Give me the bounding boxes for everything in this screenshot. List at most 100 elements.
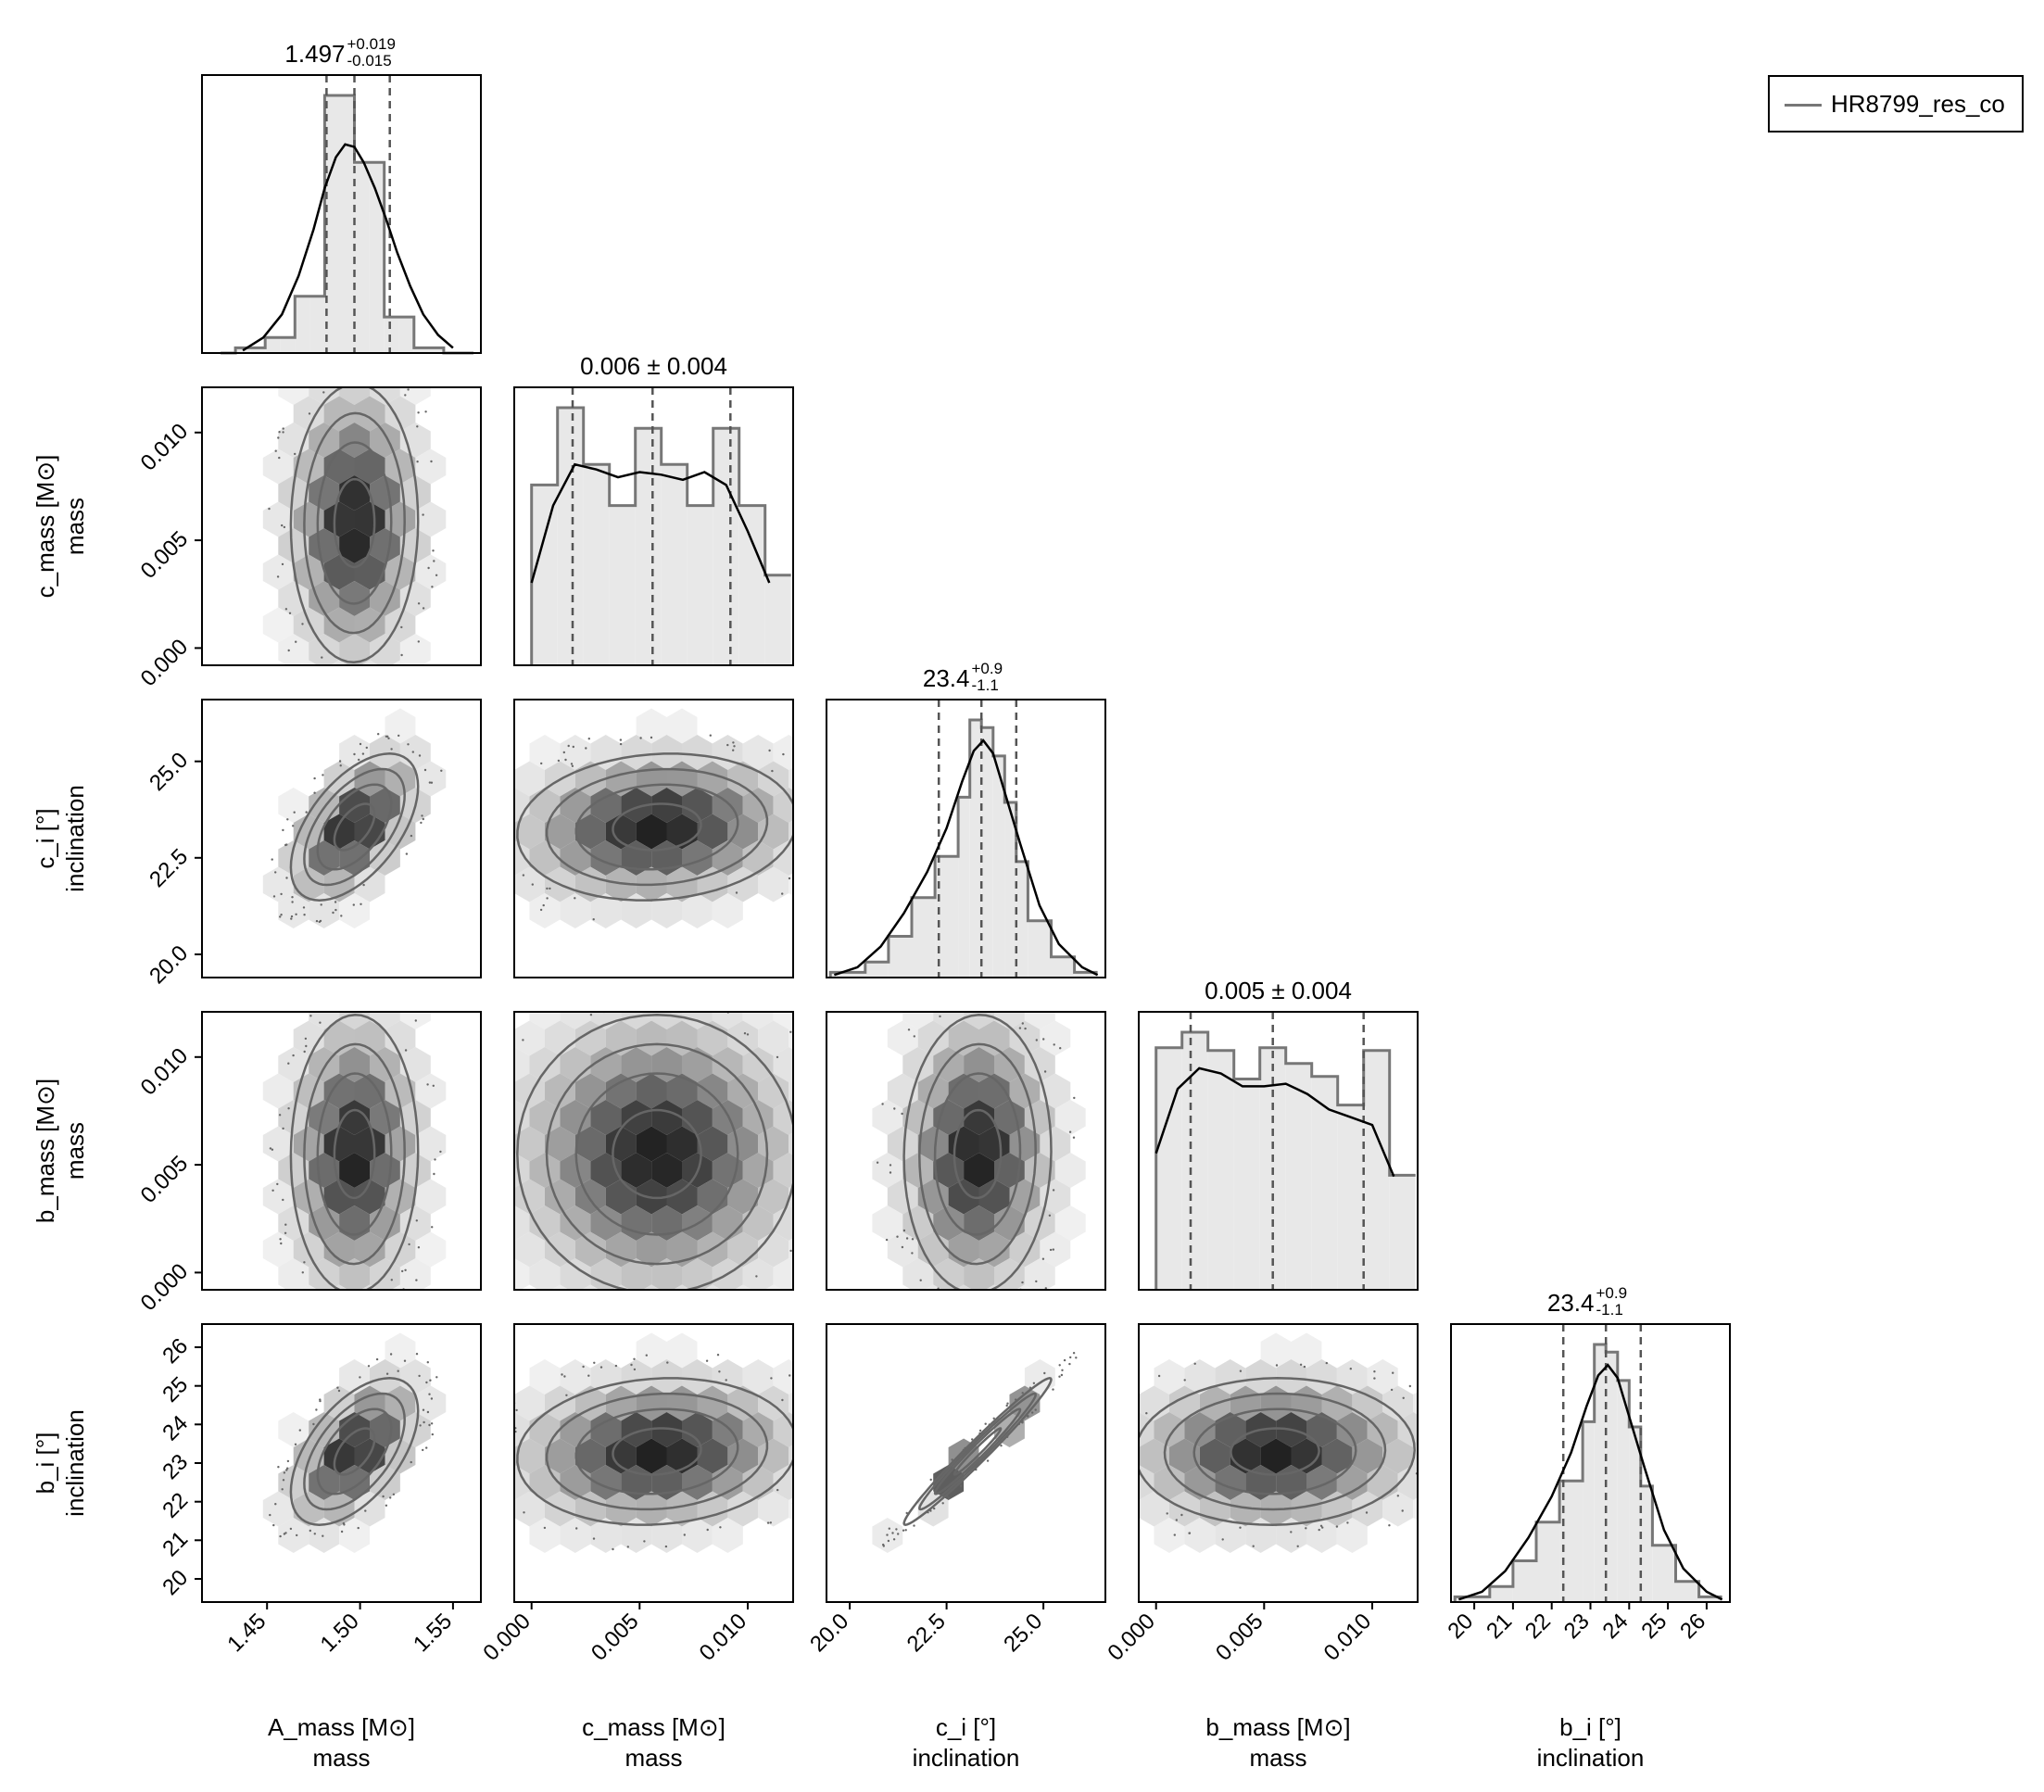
- hexbin-cell: [278, 634, 309, 665]
- sample-point: [353, 752, 356, 756]
- hexbin-cell: [354, 1179, 385, 1215]
- density-contour: [303, 1042, 406, 1266]
- hexbin-cell: [391, 1284, 410, 1290]
- hexbin-cell: [590, 893, 622, 928]
- sample-point: [414, 1019, 417, 1022]
- hexbin-cell: [682, 788, 713, 823]
- sample-point: [410, 834, 413, 838]
- sample-point: [1052, 1248, 1055, 1251]
- x-tick-label: 0.005: [587, 1609, 644, 1666]
- sample-point: [987, 991, 989, 992]
- x-tick-label: 0.005: [1211, 1609, 1268, 1666]
- hexbin-cell: [590, 1258, 622, 1290]
- hexbin-cell: [727, 968, 758, 1003]
- y-tick-label: 0.000: [136, 1259, 194, 1317]
- sample-point: [1373, 1377, 1376, 1380]
- hexbin-cell: [964, 1258, 994, 1290]
- sample-point: [304, 1037, 308, 1041]
- sample-point: [612, 1547, 614, 1551]
- hexbin-cell: [354, 1126, 385, 1162]
- hexbin-cell: [323, 1073, 355, 1109]
- hist-bar: [1559, 1481, 1583, 1602]
- x-axis-sublabel: inclination: [913, 1744, 1020, 1772]
- sample-point: [489, 1080, 491, 1082]
- density-contour: [316, 441, 393, 605]
- hist-bar: [354, 162, 370, 353]
- sample-point: [816, 831, 818, 833]
- hexbin-cell: [682, 1412, 713, 1447]
- sample-point: [959, 1321, 961, 1323]
- x-tick-label: 26: [1675, 1609, 1710, 1644]
- sample-point: [733, 745, 736, 748]
- sample-point: [364, 1509, 367, 1512]
- sample-point: [1434, 1500, 1436, 1502]
- hexbin-cell: [590, 1412, 622, 1447]
- hexbin-cell: [1336, 1518, 1368, 1553]
- sample-point: [291, 901, 294, 903]
- hexbin-cell: [758, 1020, 789, 1056]
- hexbin-cell: [514, 840, 530, 876]
- hexbin-cell: [651, 788, 682, 823]
- hexbin-cell: [370, 735, 400, 770]
- sample-point: [435, 1376, 438, 1379]
- hexbin-cell: [309, 475, 340, 511]
- hist-bar: [583, 464, 610, 665]
- sample-point: [1059, 1047, 1062, 1050]
- sample-point: [575, 1527, 578, 1530]
- sample-point: [465, 1167, 467, 1168]
- sample-point: [788, 877, 791, 880]
- hexbin-cell: [964, 1153, 994, 1188]
- hexbin-cell: [651, 1359, 682, 1394]
- sample-point: [285, 843, 288, 846]
- sample-point: [426, 1083, 429, 1086]
- hexbin-cell: [415, 1179, 447, 1215]
- sample-point: [1058, 1375, 1061, 1378]
- hexbin-cell: [621, 1359, 652, 1394]
- hexbin-cell: [666, 1491, 698, 1527]
- sample-point: [691, 1304, 693, 1306]
- x-tick-label: 0.000: [1103, 1609, 1160, 1666]
- hexbin-cell: [636, 1020, 667, 1056]
- x-axis-sublabel: mass: [312, 1744, 370, 1772]
- sample-point: [280, 1242, 283, 1245]
- sample-point: [360, 902, 362, 905]
- panel-title-c_i: 23.4: [923, 664, 970, 692]
- sample-point: [812, 1122, 814, 1124]
- sample-point: [282, 1127, 284, 1130]
- hexbin-cell: [605, 761, 637, 797]
- sample-point: [619, 742, 623, 746]
- sample-point: [585, 747, 587, 750]
- sample-point: [802, 848, 804, 850]
- hexbin-cell: [574, 1438, 606, 1474]
- hexbin-cell: [354, 396, 385, 432]
- hexbin-cell: [278, 893, 309, 928]
- sample-point: [430, 1422, 434, 1425]
- hexbin-cell: [370, 1359, 400, 1394]
- hexbin-cell: [529, 1258, 561, 1290]
- sample-point: [342, 706, 344, 708]
- sample-point: [782, 1295, 784, 1297]
- sample-point: [506, 1078, 508, 1079]
- hexbin-cell: [666, 1020, 698, 1056]
- hexbin-cell: [529, 1153, 561, 1188]
- x-axis-sublabel: mass: [1249, 1744, 1306, 1772]
- sample-point: [420, 821, 423, 825]
- sample-point: [565, 1394, 568, 1397]
- sample-point: [1042, 1038, 1045, 1041]
- x-axis-label: b_mass [M⊙]: [1205, 1713, 1350, 1741]
- sample-point: [1018, 1027, 1022, 1029]
- sample-point: [562, 751, 565, 754]
- sample-point: [833, 794, 835, 796]
- density-contour: [574, 1407, 739, 1495]
- hexbin-cell: [819, 814, 850, 850]
- hexbin-cell: [605, 1231, 637, 1268]
- hexbin-cell: [360, 660, 379, 665]
- sample-point: [374, 668, 376, 670]
- sample-point: [561, 1373, 563, 1376]
- sample-point: [435, 574, 438, 576]
- sample-point: [488, 1113, 490, 1115]
- sample-point: [317, 1298, 319, 1300]
- hexbin-cell: [1009, 1020, 1041, 1056]
- sample-point: [819, 1111, 821, 1113]
- density-contour: [1163, 1392, 1387, 1511]
